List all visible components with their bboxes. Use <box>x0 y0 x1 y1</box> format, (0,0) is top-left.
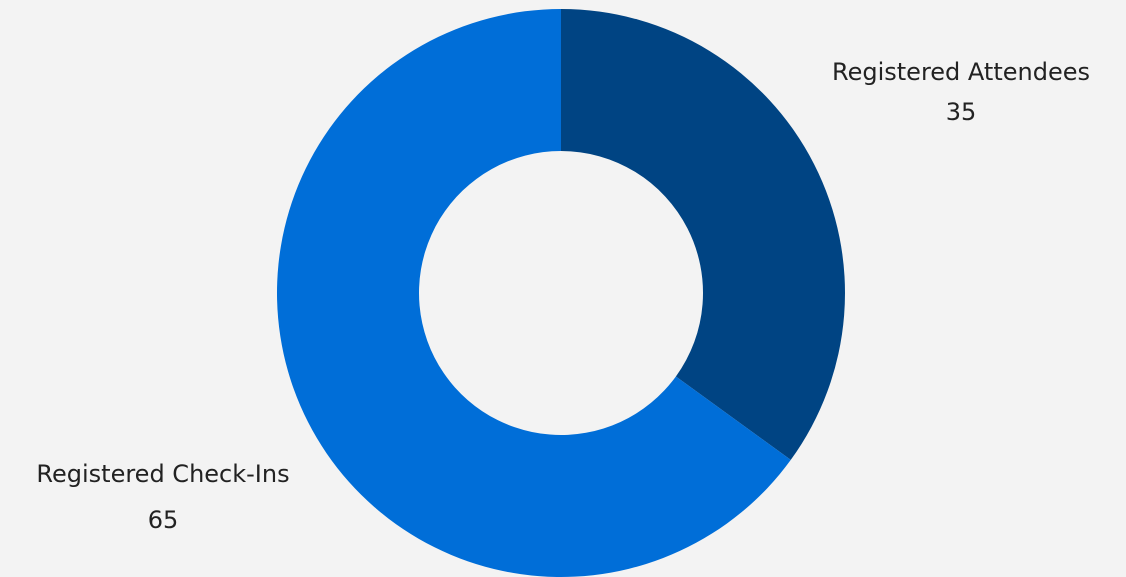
slice-value: 65 <box>148 506 179 534</box>
slice-label: Registered Attendees <box>832 58 1090 86</box>
donut-slice <box>561 9 845 460</box>
donut-slice <box>276 9 791 577</box>
slice-label: Registered Check-Ins <box>36 460 289 488</box>
slice-value: 35 <box>946 98 977 126</box>
